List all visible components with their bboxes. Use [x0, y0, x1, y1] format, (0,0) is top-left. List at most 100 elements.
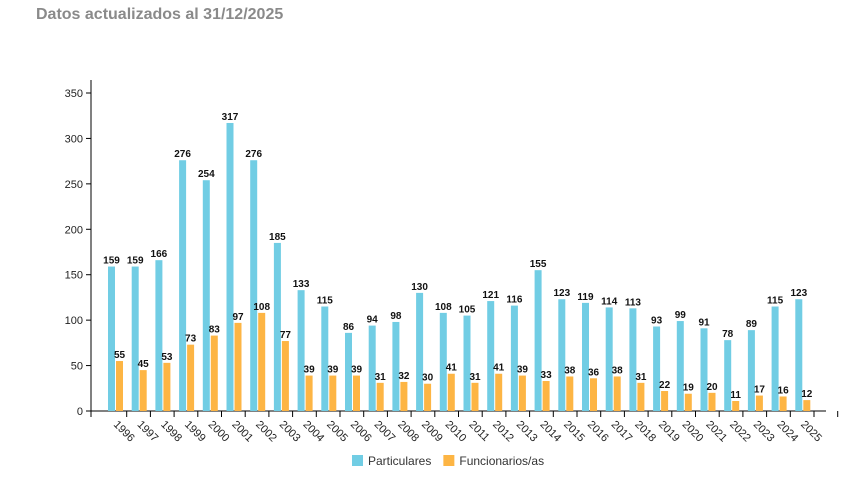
x-tick-label: 2024 [774, 419, 800, 445]
bar-particulares [179, 160, 187, 411]
x-tick-label: 2006 [348, 419, 374, 445]
bar-funcionarios [684, 393, 692, 411]
bar-funcionarios [400, 381, 408, 411]
data-label: 77 [280, 330, 292, 341]
y-tick-label: 300 [65, 133, 83, 145]
data-label: 276 [174, 149, 191, 160]
data-label: 123 [553, 288, 570, 299]
data-label: 83 [209, 325, 221, 336]
x-tick-label: 2019 [656, 419, 682, 445]
bar-particulares [487, 301, 495, 411]
data-label: 159 [127, 256, 144, 267]
data-label: 116 [506, 295, 523, 306]
bar-funcionarios [281, 341, 289, 411]
data-label: 97 [232, 312, 244, 323]
data-label: 38 [564, 365, 576, 376]
bar-funcionarios [708, 392, 716, 411]
bar-particulares [202, 180, 210, 411]
y-tick-label: 250 [65, 179, 83, 191]
data-label: 114 [601, 296, 618, 307]
data-label: 17 [754, 385, 766, 396]
x-tick-label: 2023 [751, 419, 777, 445]
x-tick-label: 2025 [798, 419, 824, 445]
data-label: 108 [435, 302, 452, 313]
bar-funcionarios [187, 344, 195, 411]
x-tick-label: 2000 [206, 419, 232, 445]
bar-funcionarios [329, 375, 337, 411]
data-label: 94 [367, 315, 379, 326]
data-label: 38 [612, 365, 624, 376]
bar-funcionarios [210, 335, 218, 411]
data-label: 93 [651, 316, 663, 327]
y-tick-label: 0 [77, 406, 83, 418]
bar-particulares [108, 266, 115, 411]
x-tick-label: 2022 [727, 419, 753, 445]
bar-funcionarios [732, 401, 740, 411]
x-tick-label: 2021 [703, 419, 729, 445]
bar-funcionarios [495, 373, 503, 411]
bar-funcionarios [779, 396, 787, 411]
data-label: 31 [635, 372, 647, 383]
bar-funcionarios [305, 375, 313, 411]
data-label: 133 [293, 279, 310, 290]
data-label: 123 [790, 288, 807, 299]
bar-particulares [439, 312, 447, 411]
x-tick-label: 2016 [585, 419, 611, 445]
x-tick-label: 2020 [680, 419, 706, 445]
x-tick-label: 2001 [229, 419, 255, 445]
bar-funcionarios [353, 375, 360, 411]
data-label: 159 [103, 256, 120, 267]
data-label: 12 [801, 389, 813, 400]
y-tick-label: 150 [65, 270, 83, 282]
data-label: 41 [446, 363, 458, 374]
bar-particulares [795, 299, 803, 411]
y-tick-label: 200 [65, 224, 83, 236]
bar-particulares [368, 325, 376, 411]
bar-funcionarios [566, 376, 574, 411]
x-tick-label: 2009 [419, 419, 445, 445]
data-label: 20 [706, 382, 718, 393]
bar-funcionarios [234, 322, 242, 411]
data-label: 36 [588, 367, 600, 378]
legend-swatch [352, 455, 363, 466]
bar-particulares [771, 306, 779, 411]
bar-funcionarios [424, 383, 432, 411]
legend-label: Particulares [368, 454, 431, 468]
bar-particulares [747, 330, 755, 411]
data-label: 31 [375, 372, 387, 383]
data-label: 166 [151, 249, 168, 260]
data-label: 78 [722, 329, 734, 340]
data-label: 113 [625, 297, 642, 308]
x-tick-label: 2012 [490, 419, 516, 445]
data-label: 99 [675, 310, 687, 321]
x-tick-label: 2002 [253, 419, 279, 445]
bar-funcionarios [163, 362, 171, 411]
bar-particulares [416, 292, 424, 411]
bar-funcionarios [542, 381, 550, 411]
data-label: 89 [746, 319, 758, 330]
x-tick-label: 2015 [561, 419, 587, 445]
bar-particulares [345, 332, 352, 411]
data-label: 91 [698, 317, 710, 328]
data-label: 55 [114, 350, 126, 361]
bar-particulares [534, 270, 542, 411]
bar-funcionarios [116, 361, 123, 411]
x-tick-label: 1999 [182, 419, 208, 445]
bar-particulares [250, 160, 258, 411]
y-tick-label: 350 [65, 88, 83, 100]
data-label: 11 [730, 390, 741, 401]
data-label: 108 [253, 302, 270, 313]
data-label: 254 [198, 169, 215, 180]
data-label: 105 [459, 305, 476, 316]
data-label: 155 [530, 259, 547, 270]
x-tick-label: 2014 [537, 419, 563, 445]
bar-particulares [724, 340, 732, 411]
x-tick-label: 2005 [324, 419, 350, 445]
y-tick-label: 100 [65, 315, 83, 327]
bar-particulares [392, 321, 400, 411]
bar-particulares [558, 299, 566, 411]
bar-funcionarios [518, 375, 526, 411]
data-label: 73 [185, 334, 197, 345]
x-tick-label: 2003 [277, 419, 303, 445]
